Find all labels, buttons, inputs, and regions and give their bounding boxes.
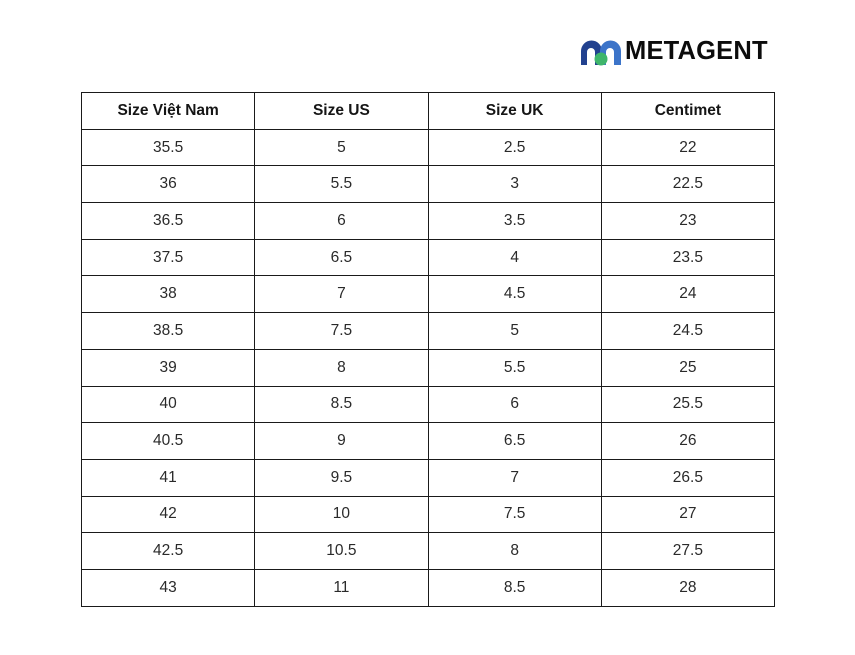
cell-centimet: 25 xyxy=(600,348,776,387)
cell-size-us: 10 xyxy=(254,495,429,534)
cell-size-us: 10.5 xyxy=(254,532,429,570)
cell-centimet: 25.5 xyxy=(600,385,776,424)
cell-centimet: 27.5 xyxy=(600,532,776,570)
table-row: 41 9.5 7 26.5 xyxy=(80,458,776,497)
table-row: 36.5 6 3.5 23 xyxy=(80,202,776,240)
cell-size-uk: 7 xyxy=(427,458,602,497)
cell-size-vn: 40.5 xyxy=(80,422,256,460)
table-header-row: Size Việt Nam Size US Size UK Centimet xyxy=(80,92,776,130)
brand-logo: METAGENT xyxy=(580,36,768,66)
cell-size-vn: 38.5 xyxy=(80,312,256,350)
cell-size-vn: 39 xyxy=(80,348,256,387)
header-centimet: Centimet xyxy=(600,92,776,130)
cell-size-uk: 3.5 xyxy=(427,202,602,240)
cell-size-uk: 7.5 xyxy=(427,495,602,534)
cell-centimet: 22 xyxy=(600,128,776,167)
table-row: 39 8 5.5 25 xyxy=(80,348,776,387)
cell-size-us: 6.5 xyxy=(254,238,429,277)
cell-size-uk: 3 xyxy=(427,165,602,204)
cell-centimet: 23.5 xyxy=(600,238,776,277)
header-size-us: Size US xyxy=(254,92,429,130)
cell-size-uk: 5 xyxy=(427,312,602,350)
table-row: 35.5 5 2.5 22 xyxy=(80,128,776,167)
cell-size-uk: 6 xyxy=(427,385,602,424)
table-row: 42.5 10.5 8 27.5 xyxy=(80,532,776,570)
cell-size-us: 5.5 xyxy=(254,165,429,204)
brand-name: METAGENT xyxy=(625,37,768,65)
cell-centimet: 26.5 xyxy=(600,458,776,497)
cell-size-vn: 38 xyxy=(80,275,256,314)
cell-centimet: 24 xyxy=(600,275,776,314)
cell-size-uk: 2.5 xyxy=(427,128,602,167)
cell-size-vn: 36.5 xyxy=(80,202,256,240)
cell-centimet: 23 xyxy=(600,202,776,240)
cell-size-vn: 43 xyxy=(80,568,256,607)
cell-size-vn: 36 xyxy=(80,165,256,204)
header-size-uk: Size UK xyxy=(427,92,602,130)
table-row: 37.5 6.5 4 23.5 xyxy=(80,238,776,277)
table-row: 42 10 7.5 27 xyxy=(80,495,776,534)
cell-size-vn: 41 xyxy=(80,458,256,497)
cell-size-us: 8.5 xyxy=(254,385,429,424)
table-row: 40 8.5 6 25.5 xyxy=(80,385,776,424)
cell-centimet: 28 xyxy=(600,568,776,607)
cell-size-vn: 42.5 xyxy=(80,532,256,570)
shoe-size-table: Size Việt Nam Size US Size UK Centimet 3… xyxy=(80,92,776,607)
cell-size-us: 5 xyxy=(254,128,429,167)
table-body: 35.5 5 2.5 22 36 5.5 3 22.5 36.5 6 3.5 23 37.5 6.5 4 23… xyxy=(80,128,776,607)
cell-size-uk: 8 xyxy=(427,532,602,570)
cell-centimet: 24.5 xyxy=(600,312,776,350)
metagent-logo-icon xyxy=(581,40,621,66)
cell-size-us: 11 xyxy=(254,568,429,607)
header-size-vn: Size Việt Nam xyxy=(80,92,256,130)
table-row: 40.5 9 6.5 26 xyxy=(80,422,776,460)
cell-centimet: 27 xyxy=(600,495,776,534)
table-row: 38.5 7.5 5 24.5 xyxy=(80,312,776,350)
cell-size-us: 9.5 xyxy=(254,458,429,497)
cell-centimet: 22.5 xyxy=(600,165,776,204)
cell-size-uk: 8.5 xyxy=(427,568,602,607)
cell-size-uk: 5.5 xyxy=(427,348,602,387)
table-row: 38 7 4.5 24 xyxy=(80,275,776,314)
cell-size-vn: 42 xyxy=(80,495,256,534)
cell-size-uk: 4.5 xyxy=(427,275,602,314)
cell-size-vn: 37.5 xyxy=(80,238,256,277)
cell-size-vn: 40 xyxy=(80,385,256,424)
cell-size-us: 8 xyxy=(254,348,429,387)
cell-size-vn: 35.5 xyxy=(80,128,256,167)
table-row: 43 11 8.5 28 xyxy=(80,568,776,607)
cell-centimet: 26 xyxy=(600,422,776,460)
table-row: 36 5.5 3 22.5 xyxy=(80,165,776,204)
cell-size-us: 7 xyxy=(254,275,429,314)
cell-size-us: 9 xyxy=(254,422,429,460)
cell-size-us: 6 xyxy=(254,202,429,240)
cell-size-uk: 6.5 xyxy=(427,422,602,460)
cell-size-uk: 4 xyxy=(427,238,602,277)
cell-size-us: 7.5 xyxy=(254,312,429,350)
